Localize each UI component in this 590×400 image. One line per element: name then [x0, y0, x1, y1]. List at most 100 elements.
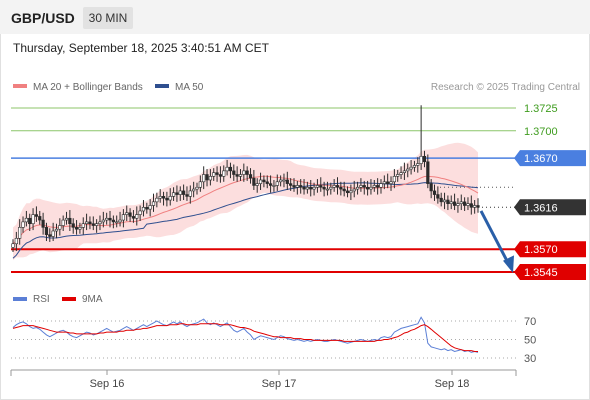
candle-body	[166, 198, 169, 200]
candle-body	[199, 182, 202, 187]
rsi-ma-line	[13, 324, 478, 352]
level-label-1.3725: 1.3725	[524, 103, 558, 115]
candle-body	[59, 226, 62, 230]
x-tick-label: Sep 17	[262, 378, 297, 390]
candle-body	[159, 196, 162, 198]
rsi-tick-70: 70	[524, 316, 536, 328]
candle-body	[447, 200, 450, 204]
candle-body	[226, 167, 229, 171]
candle-body	[390, 182, 393, 184]
candle-body	[413, 165, 416, 167]
candle-body	[350, 191, 353, 193]
candle-body	[62, 220, 65, 225]
candle-body	[232, 171, 235, 175]
candle-body	[38, 216, 41, 220]
candle-body	[35, 215, 38, 217]
candle-body	[249, 175, 252, 179]
candle-body	[470, 204, 473, 208]
candle-body	[309, 187, 312, 189]
candle-body	[182, 191, 185, 195]
price-plot: 1.37251.37001.36701.36161.35701.3545	[11, 103, 586, 280]
rsi-line	[13, 317, 478, 352]
candle-body	[330, 187, 333, 189]
candle-body	[450, 202, 453, 204]
candle-body	[129, 213, 132, 217]
candle-body	[52, 231, 55, 236]
candle-body	[243, 171, 246, 175]
level-label-1.3670: 1.3670	[524, 153, 558, 165]
candle-body	[283, 180, 286, 181]
candle-body	[373, 185, 376, 187]
candle-body	[299, 185, 302, 187]
candle-body	[416, 164, 419, 166]
candle-body	[85, 222, 88, 224]
candle-body	[306, 187, 309, 189]
candle-body	[253, 178, 256, 185]
candle-body	[102, 220, 105, 222]
candle-body	[477, 205, 480, 207]
ma50-legend-swatch	[155, 84, 169, 88]
candle-body	[286, 180, 289, 184]
candle-body	[289, 184, 292, 186]
candle-body	[212, 173, 215, 177]
candle-body	[12, 244, 15, 248]
candle-body	[430, 184, 433, 191]
candle-body	[340, 187, 343, 189]
rsi-tick-50: 50	[524, 335, 536, 347]
candle-body	[172, 193, 175, 197]
candle-body	[443, 200, 446, 202]
rsi-plot: 70 50 30	[11, 316, 536, 365]
candle-body	[149, 205, 152, 209]
candle-body	[356, 187, 359, 189]
candle-body	[383, 182, 386, 184]
candle-body	[186, 195, 189, 197]
candle-body	[146, 207, 149, 209]
candle-body	[386, 182, 389, 184]
candle-body	[196, 187, 199, 189]
candle-body	[105, 218, 108, 220]
x-axis-ticks: Sep 16 Sep 17 Sep 18	[90, 370, 470, 390]
rsi-ma-legend-swatch	[62, 297, 76, 301]
candle-body	[176, 193, 179, 195]
candle-body	[457, 204, 460, 206]
candle-body	[266, 182, 269, 184]
candle-body	[55, 229, 58, 231]
bollinger-band-fill	[13, 143, 478, 260]
candle-body	[119, 220, 122, 222]
candle-body	[440, 198, 443, 202]
candle-body	[236, 175, 239, 177]
candle-body	[463, 202, 466, 206]
candle-body	[400, 173, 403, 175]
candle-body	[366, 187, 369, 189]
candle-body	[316, 185, 319, 187]
candle-body	[239, 175, 242, 177]
candle-body	[293, 185, 296, 187]
candle-body	[313, 187, 316, 189]
candle-body	[427, 162, 430, 184]
candle-body	[189, 191, 192, 196]
candle-body	[109, 218, 112, 220]
candle-body	[99, 222, 102, 224]
candle-body	[132, 216, 135, 218]
candle-body	[32, 215, 35, 224]
candle-body	[303, 187, 306, 189]
candle-body	[380, 184, 383, 188]
candle-body	[125, 213, 128, 215]
candle-body	[323, 187, 326, 189]
level-label-1.3700: 1.3700	[524, 126, 558, 138]
candle-body	[360, 185, 363, 187]
candle-body	[162, 196, 165, 198]
candle-body	[72, 224, 75, 228]
candle-body	[115, 222, 118, 223]
candle-body	[276, 182, 279, 186]
candle-body	[69, 218, 72, 223]
candle-body	[396, 175, 399, 177]
x-tick-label: Sep 16	[90, 378, 125, 390]
candle-body	[453, 202, 456, 206]
candle-body	[246, 171, 249, 175]
candle-body	[122, 215, 125, 220]
candle-body	[259, 180, 262, 184]
candle-body	[336, 185, 339, 187]
candle-body	[363, 185, 366, 187]
